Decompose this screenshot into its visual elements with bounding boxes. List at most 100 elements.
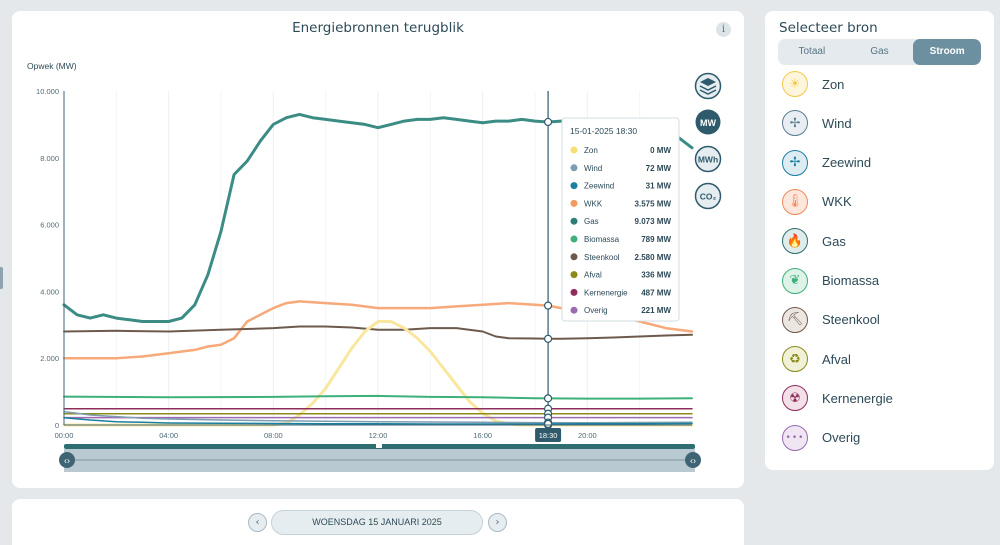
- tooltip-series-name: Overig: [584, 306, 608, 315]
- tooltip-swatch: [570, 253, 578, 261]
- cursor-time-badge: [535, 428, 562, 442]
- source-item-gas[interactable]: 🔥 Gas: [782, 227, 846, 255]
- thermometer-icon: 🌡: [782, 188, 808, 215]
- tooltip-series-name: Wind: [584, 164, 602, 173]
- wind-turbine-icon: ✢: [782, 110, 808, 137]
- source-label: Kernenergie: [822, 390, 893, 406]
- tooltip-row: Wind 72 MW: [570, 164, 671, 173]
- source-label: Overig: [822, 430, 861, 446]
- date-panel: ‹ WOENSDAG 15 JANUARI 2025 ›: [12, 499, 744, 545]
- offshore-wind-icon: ✢: [782, 149, 808, 176]
- tooltip-row: Afval 336 MW: [570, 271, 671, 280]
- tooltip-swatch: [570, 217, 578, 225]
- source-label: Zeewind: [822, 155, 872, 171]
- tooltip-series-value: 336 MW: [641, 271, 671, 280]
- x-tick-label: 08:00: [264, 431, 283, 440]
- coal-cart-icon: ⛏: [782, 306, 808, 333]
- cursor-marker: [543, 394, 553, 403]
- tooltip-swatch: [570, 199, 578, 207]
- source-item-steenkool[interactable]: ⛏ Steenkool: [782, 306, 880, 334]
- tooltip-series-name: Afval: [584, 271, 602, 280]
- chart: Opwek (MW) 18:30 0 2.000 4.000 6.000 8.000 10…: [27, 61, 722, 472]
- source-item-zeewind[interactable]: ✢ Zeewind: [782, 149, 871, 177]
- chart-title: Energiebronnen terugblik: [292, 20, 464, 36]
- cursor-marker: [543, 117, 553, 127]
- info-icon[interactable]: i: [716, 22, 731, 37]
- tooltip-row: WKK 3.575 MW: [570, 199, 672, 208]
- series-line-zeewind: [63, 416, 693, 425]
- svg-text:MWh: MWh: [698, 155, 718, 165]
- series-line-steenkool: [63, 325, 693, 340]
- series-line-wkk: [62, 300, 694, 360]
- tab-stroom[interactable]: Stroom: [913, 39, 981, 65]
- tooltip-swatch: [570, 146, 578, 154]
- tooltip-series-name: Zon: [584, 146, 598, 155]
- source-label: Zon: [822, 76, 845, 92]
- waste-bin-icon: ♻: [782, 346, 808, 373]
- tooltip-series-value: 3.575 MW: [635, 199, 672, 208]
- date-selector[interactable]: WOENSDAG 15 JANUARI 2025: [271, 510, 483, 535]
- source-label: Biomassa: [822, 273, 880, 288]
- next-day-button[interactable]: ›: [488, 513, 507, 532]
- series-line-biomassa: [63, 394, 693, 400]
- tooltip-swatch: [570, 182, 578, 190]
- source-item-overig[interactable]: ••• Overig: [782, 424, 860, 452]
- y-tick-label: 4.000: [40, 287, 59, 296]
- tab-totaal[interactable]: Totaal: [798, 46, 826, 57]
- x-tick-label: 16:00: [473, 431, 492, 440]
- collapse-handle[interactable]: [0, 267, 3, 289]
- cursor-time-label: 18:30: [539, 431, 558, 440]
- dots-icon: •••: [782, 424, 808, 451]
- tooltip-row: Gas 9.073 MW: [570, 217, 672, 226]
- tooltip-swatch: [570, 235, 578, 243]
- leaf-icon: ❦: [782, 267, 808, 294]
- source-item-afval[interactable]: ♻ Afval: [782, 345, 851, 373]
- tooltip-swatch: [570, 271, 578, 279]
- source-label: Gas: [822, 233, 846, 249]
- source-item-wkk[interactable]: 🌡 WKK: [782, 188, 852, 216]
- navigator-left-handle[interactable]: ‹›: [59, 452, 75, 468]
- source-item-wind[interactable]: ✢ Wind: [782, 109, 852, 137]
- previous-day-button[interactable]: ‹: [248, 513, 267, 532]
- tooltip-series-name: Zeewind: [584, 182, 614, 191]
- unit-co2-button[interactable]: CO₂: [694, 182, 722, 210]
- tooltip-series-name: Gas: [584, 217, 599, 226]
- source-label: Steenkool: [822, 312, 880, 328]
- layers-button[interactable]: [694, 72, 722, 100]
- tooltip-row: Kernenergie 487 MW: [570, 288, 671, 297]
- source-panel: Selecteer bron Totaal Gas Stroom ☀ Zon ✢ Wi…: [765, 11, 994, 470]
- source-label: Wind: [822, 115, 852, 131]
- tooltip-row: Steenkool 2.580 MW: [570, 253, 671, 262]
- unit-mwh-button[interactable]: MWh: [694, 145, 722, 173]
- svg-text:CO₂: CO₂: [700, 192, 717, 202]
- cursor-marker: [543, 301, 553, 310]
- y-axis-title: Opwek (MW): [27, 61, 77, 71]
- y-tick-label: 0: [55, 421, 59, 430]
- svg-text:‹›: ‹›: [690, 456, 696, 466]
- tooltip-series-value: 9.073 MW: [635, 217, 672, 226]
- x-tick-label: 20:00: [578, 431, 597, 440]
- navigator-grip-icon[interactable]: [376, 444, 382, 448]
- source-panel-title: Selecteer bron: [779, 20, 878, 36]
- navigator-right-handle[interactable]: ‹›: [685, 452, 701, 468]
- series-line-wind: [63, 410, 693, 424]
- x-tick-label: 00:00: [55, 431, 74, 440]
- tooltip-swatch: [570, 306, 578, 314]
- cursor-marker: [543, 419, 553, 429]
- tooltip-series-name: WKK: [584, 199, 603, 208]
- flame-icon: 🔥: [782, 228, 808, 255]
- tooltip-row: Biomassa 789 MW: [570, 235, 671, 244]
- tooltip-swatch: [570, 164, 578, 172]
- tooltip-series-value: 221 MW: [641, 306, 671, 315]
- tooltip-series-value: 487 MW: [641, 288, 671, 297]
- y-tick-label: 6.000: [40, 221, 59, 230]
- source-item-biomassa[interactable]: ❦ Biomassa: [782, 267, 879, 295]
- chart-panel: Energiebronnen terugblik i Opwek (MW) 18…: [12, 11, 744, 488]
- tab-gas[interactable]: Gas: [870, 46, 889, 57]
- source-item-zon[interactable]: ☀ Zon: [782, 70, 844, 98]
- source-item-kernenergie[interactable]: ☢ Kernenergie: [782, 384, 893, 412]
- tooltip-series-name: Kernenergie: [584, 288, 628, 297]
- y-tick-label: 2.000: [40, 354, 59, 363]
- tooltip-series-value: 0 MW: [650, 146, 671, 155]
- unit-mw-button[interactable]: MW: [695, 109, 721, 135]
